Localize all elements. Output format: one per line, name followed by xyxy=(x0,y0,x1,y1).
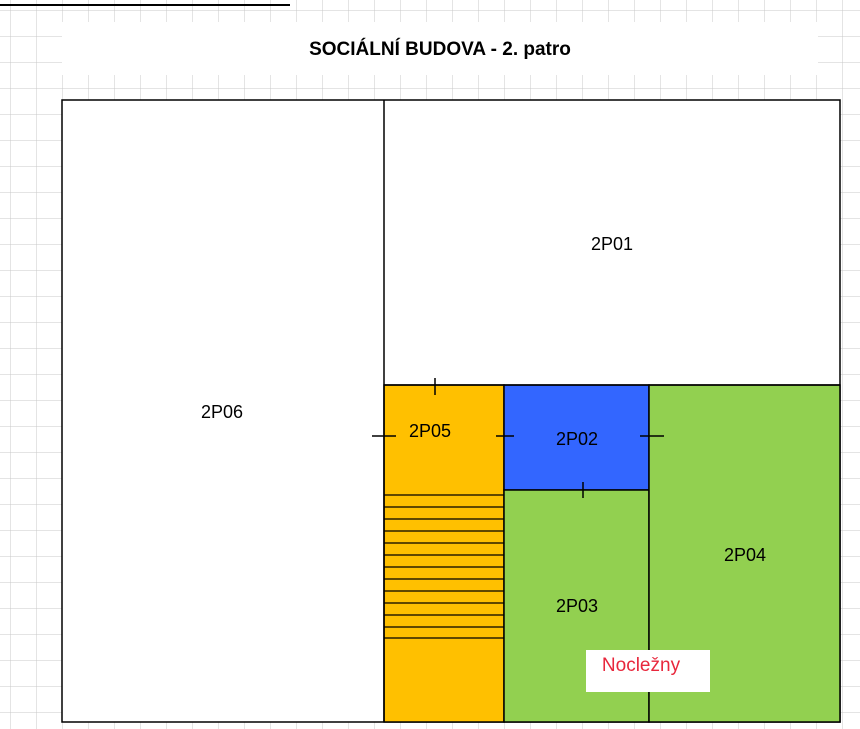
title: SOCIÁLNÍ BUDOVA - 2. patro xyxy=(309,38,571,60)
room-label: 2P03 xyxy=(556,596,598,616)
room-label: 2P06 xyxy=(201,402,243,422)
room-label: 2P04 xyxy=(724,545,766,565)
room-label: 2P01 xyxy=(591,234,633,254)
annotation-box xyxy=(586,650,710,692)
door-marks xyxy=(372,378,664,498)
room-label: 2P05 xyxy=(409,421,451,441)
stairs xyxy=(384,494,504,639)
room-2p05 xyxy=(383,384,505,723)
title-box xyxy=(62,22,818,75)
room-2p02 xyxy=(503,384,650,491)
room-label: 2P02 xyxy=(556,429,598,449)
annotation: Nocležny xyxy=(602,655,681,676)
